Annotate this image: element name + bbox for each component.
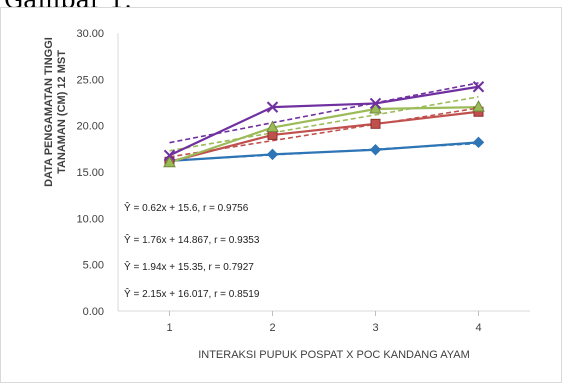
data-point (472, 136, 485, 149)
y-tick-label: 10.00 (76, 213, 104, 225)
series-line (169, 110, 479, 163)
regression-equation: Ŷ = 2.15x + 16.017, r = 0.8519 (124, 287, 260, 300)
x-tick-label: 4 (475, 322, 481, 334)
series-line (169, 106, 479, 164)
series-line (169, 85, 479, 157)
y-tick-label: 0.00 (83, 306, 104, 318)
y-tick-label: 20.00 (76, 121, 104, 133)
series-line (169, 141, 479, 162)
data-point-stroke (266, 101, 279, 113)
regression-equation: Ŷ = 1.94x + 15.35, r = 0.7927 (124, 260, 254, 273)
x-axis-title: INTERAKSI PUPUK POSPAT X POC KANDANG AYA… (198, 349, 470, 361)
y-tick-label: 25.00 (76, 74, 104, 86)
data-point (472, 81, 485, 93)
data-point (163, 149, 176, 162)
y-tick-label: 30.00 (76, 28, 104, 40)
data-point (266, 120, 279, 133)
data-point (266, 148, 279, 161)
x-tick-label: 3 (372, 322, 378, 334)
x-tick-label: 1 (166, 322, 172, 334)
data-point (266, 101, 279, 113)
chart-frame (0, 7, 562, 383)
y-tick-label: 5.00 (83, 260, 104, 272)
data-point-stroke (163, 149, 176, 162)
y-tick-label: 15.00 (76, 167, 104, 179)
x-tick-label: 2 (269, 322, 275, 334)
data-point (163, 155, 176, 168)
regression-equation: Ŷ = 1.76x + 14.867, r = 0.9353 (124, 233, 260, 246)
data-point (370, 118, 381, 129)
data-point (369, 97, 382, 110)
y-axis-title-line-2: TANAMAN (CM) 12 MST (56, 50, 68, 174)
trendline (169, 96, 479, 152)
data-point (369, 101, 382, 114)
trendline (169, 82, 479, 144)
regression-equation: Ŷ = 0.62x + 15.6, r = 0.9756 (124, 201, 249, 214)
data-point (369, 144, 382, 156)
data-point (472, 100, 485, 112)
y-axis-title-line-1: DATA PENGAMATAN TINGGI (43, 37, 55, 187)
data-point-stroke (369, 97, 382, 110)
data-point-stroke (472, 81, 485, 93)
